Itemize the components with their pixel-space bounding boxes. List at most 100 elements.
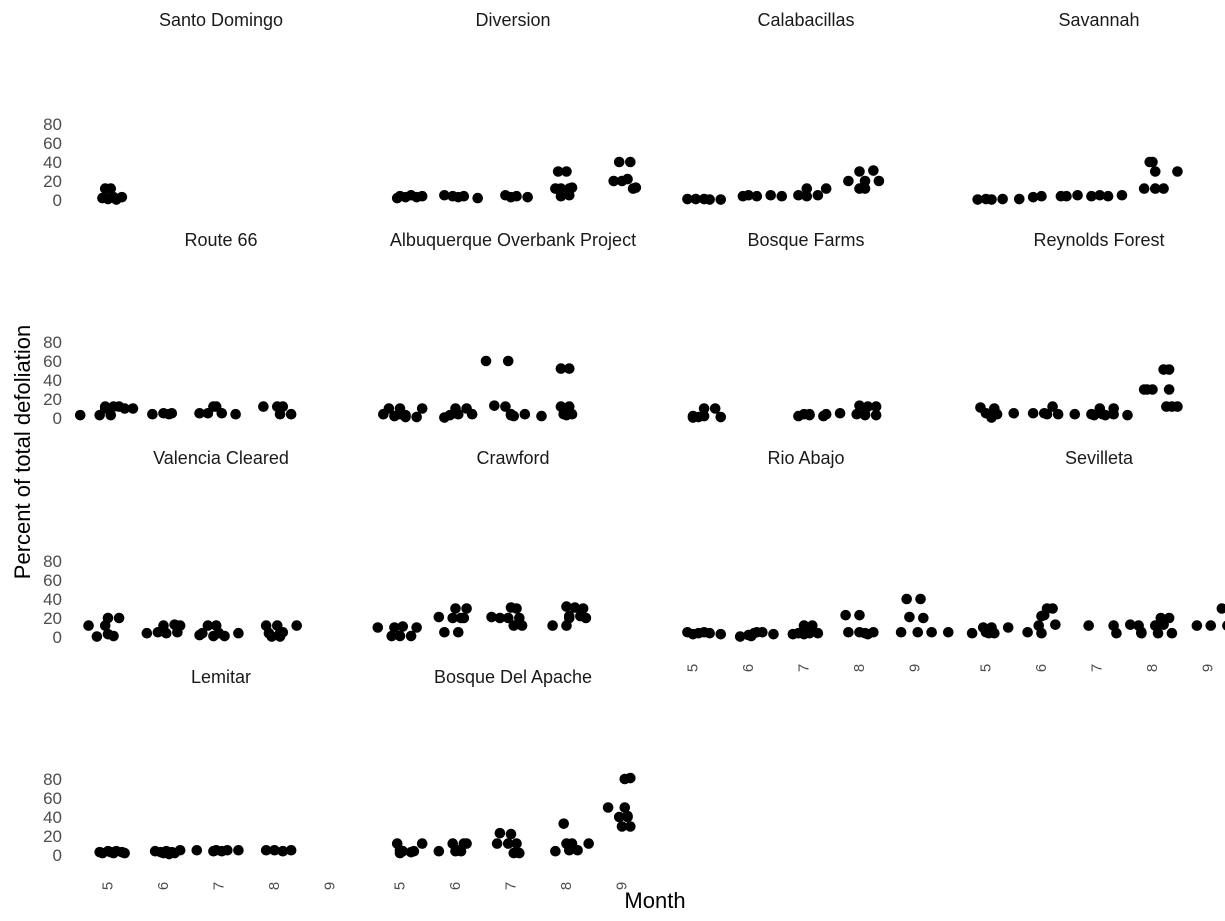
data-point (580, 612, 592, 624)
facet-title: Valencia Cleared (153, 448, 289, 468)
data-point (383, 403, 395, 414)
data-point (1222, 620, 1225, 631)
y-tick-label: 0 (53, 846, 62, 865)
data-point (868, 165, 879, 176)
y-tick-label: 60 (43, 352, 62, 371)
data-point (563, 189, 575, 201)
data-point (397, 845, 409, 857)
y-tick-label: 40 (43, 590, 62, 609)
data-point (219, 630, 230, 642)
x-tick-label: 8 (558, 882, 575, 890)
x-tick-label: 6 (1033, 664, 1050, 672)
y-tick-label: 80 (43, 770, 62, 789)
data-point (102, 193, 114, 205)
data-point (141, 627, 153, 639)
data-point (715, 628, 727, 640)
data-point (704, 194, 715, 205)
data-point (870, 401, 882, 412)
data-point (698, 403, 710, 414)
facet-title: Bosque Farms (747, 230, 864, 250)
data-point (583, 838, 594, 849)
data-point (552, 166, 564, 177)
data-point (715, 194, 727, 205)
data-point (1047, 401, 1058, 412)
data-point (1036, 627, 1047, 639)
data-point (555, 183, 567, 194)
y-tick-label: 20 (43, 827, 62, 846)
data-point (757, 626, 768, 638)
data-point (901, 593, 912, 605)
data-point (202, 620, 214, 631)
data-point (904, 611, 915, 623)
data-point (625, 821, 636, 832)
data-point (1216, 603, 1225, 614)
data-point (1102, 190, 1114, 202)
data-point (804, 408, 815, 420)
data-point (461, 838, 472, 849)
data-point (1205, 620, 1217, 631)
data-point (859, 183, 871, 194)
data-point (550, 845, 561, 857)
data-point (1138, 183, 1150, 194)
data-point (458, 190, 470, 202)
data-point (472, 192, 484, 204)
data-point (561, 601, 572, 612)
x-tick-label: 9 (322, 882, 339, 890)
data-point (798, 620, 810, 631)
data-point (514, 847, 525, 859)
data-point (854, 400, 865, 411)
data-point (793, 189, 804, 201)
data-point (416, 190, 428, 202)
data-point (1149, 183, 1161, 194)
data-point (233, 844, 244, 856)
data-point (394, 630, 406, 642)
x-tick-label: 7 (503, 882, 520, 890)
data-point (408, 845, 420, 857)
data-point (285, 844, 297, 856)
data-point (840, 609, 851, 621)
data-point (966, 627, 978, 639)
data-point (191, 844, 203, 856)
data-point (458, 612, 470, 624)
data-point (91, 631, 103, 642)
data-point (1136, 626, 1147, 638)
x-tick-label: 7 (796, 664, 813, 672)
data-point (563, 612, 575, 624)
data-point (1166, 627, 1178, 639)
data-point (1122, 409, 1133, 421)
data-point (704, 627, 715, 639)
data-point (1172, 166, 1183, 177)
data-point (439, 626, 450, 638)
facet-title: Calabacillas (757, 10, 854, 30)
facet-title: Santo Domingo (159, 10, 283, 30)
facet-title: Diversion (475, 10, 550, 30)
data-point (486, 611, 497, 623)
y-tick-label: 60 (43, 134, 62, 153)
data-point (734, 631, 746, 642)
data-point (859, 175, 871, 187)
data-point (1041, 408, 1053, 420)
y-tick-label: 40 (43, 153, 62, 172)
x-tick-label: 5 (978, 664, 995, 672)
y-tick-label: 60 (43, 789, 62, 808)
x-tick-label: 8 (851, 664, 868, 672)
data-point (561, 166, 572, 177)
data-point (690, 193, 702, 205)
data-point (174, 844, 186, 856)
facet-title: Route 66 (184, 230, 257, 250)
data-point (812, 627, 824, 639)
data-point (439, 189, 450, 201)
data-point (116, 191, 128, 203)
data-point (197, 627, 208, 639)
data-point (1125, 619, 1136, 630)
data-point (480, 355, 492, 367)
data-point (127, 403, 139, 414)
data-point (494, 612, 506, 624)
data-point (147, 408, 158, 420)
data-point (160, 627, 172, 639)
x-tick-label: 9 (1200, 664, 1217, 672)
data-point (608, 175, 619, 187)
data-point (859, 409, 871, 421)
